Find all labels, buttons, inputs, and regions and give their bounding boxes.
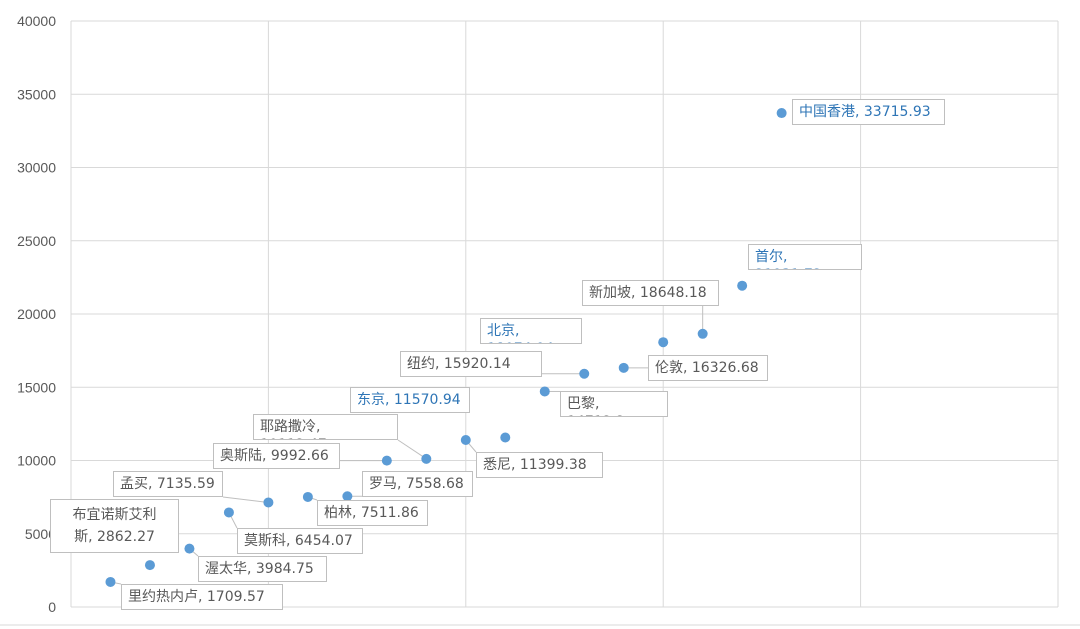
- data-label: 奥斯陆, 9992.66: [213, 443, 340, 469]
- data-label: 新加坡, 18648.18: [582, 280, 719, 306]
- data-label: 里约热内卢, 1709.57: [121, 584, 283, 610]
- data-point: [302, 491, 313, 502]
- data-label: 巴黎, 14712.2: [560, 391, 668, 417]
- data-label: 东京, 11570.94: [350, 387, 470, 413]
- y-tick-label: 15000: [17, 379, 56, 395]
- data-label: 罗马, 7558.68: [362, 471, 473, 497]
- leader-line: [397, 439, 427, 460]
- y-tick-label: 20000: [17, 306, 56, 322]
- data-point: [342, 491, 353, 502]
- data-point: [421, 453, 432, 464]
- data-point: [579, 368, 590, 379]
- data-point: [263, 497, 274, 508]
- data-label: 纽约, 15920.14: [400, 351, 542, 377]
- y-tick-label: 35000: [17, 86, 56, 102]
- data-point: [776, 108, 787, 119]
- data-point: [658, 337, 669, 348]
- y-tick-label: 5000: [25, 526, 56, 542]
- y-tick-label: 10000: [17, 453, 56, 469]
- data-label: 悉尼, 11399.38: [476, 452, 603, 478]
- y-tick-label: 25000: [17, 233, 56, 249]
- data-point: [144, 560, 155, 571]
- data-label: 孟买, 7135.59: [113, 471, 223, 497]
- data-label: 中国香港, 33715.93: [792, 99, 945, 125]
- data-point: [618, 362, 629, 373]
- data-label: 北京, 18074.94: [480, 318, 582, 344]
- data-label: 伦敦, 16326.68: [648, 355, 768, 381]
- data-point: [223, 507, 234, 518]
- data-point: [737, 280, 748, 291]
- y-tick-label: 30000: [17, 160, 56, 176]
- data-label: 首尔, 21931.72: [748, 244, 862, 270]
- leader-line: [222, 496, 269, 503]
- data-point: [381, 455, 392, 466]
- data-point: [500, 432, 511, 443]
- data-point: [539, 386, 550, 397]
- y-tick-label: 0: [48, 599, 56, 615]
- data-point: [697, 328, 708, 339]
- data-label: 耶路撒冷, 10112.47: [253, 414, 398, 440]
- data-label: 柏林, 7511.86: [317, 500, 428, 526]
- data-point: [105, 576, 116, 587]
- y-tick-label: 40000: [17, 13, 56, 29]
- data-label: 布宜诺斯艾利 斯, 2862.27: [50, 499, 179, 553]
- data-point: [184, 543, 195, 554]
- data-point: [460, 434, 471, 445]
- data-label: 莫斯科, 6454.07: [237, 528, 363, 554]
- data-label: 渥太华, 3984.75: [198, 556, 327, 582]
